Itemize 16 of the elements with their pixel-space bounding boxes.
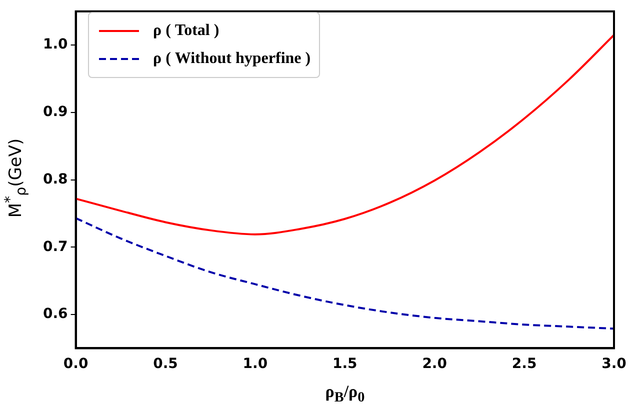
legend-label: ρ ( Total ) (153, 22, 220, 40)
y-tick-label: 0.9 (42, 104, 68, 120)
y-tick-label: 0.7 (42, 238, 68, 255)
y-tick-label: 1.0 (42, 36, 68, 53)
x-tick-label: 0.0 (63, 356, 88, 372)
x-tick-label: 3.0 (602, 356, 627, 372)
x-tick-label: 1.5 (332, 356, 358, 372)
line-series (76, 217, 614, 330)
x-tick-label: 2.5 (512, 356, 537, 372)
y-tick-label: 0.8 (42, 171, 68, 188)
x-tick-label: 2.0 (422, 356, 448, 372)
legend-label: ρ ( Without hyperfine ) (153, 50, 311, 68)
x-axis-title: ρ$_{B}$/ρ$_{0}$ (324, 382, 366, 406)
x-tick-label: 0.5 (153, 356, 178, 372)
y-tick-label: 0.6 (42, 306, 68, 322)
x-tick-label: 1.0 (242, 356, 268, 372)
